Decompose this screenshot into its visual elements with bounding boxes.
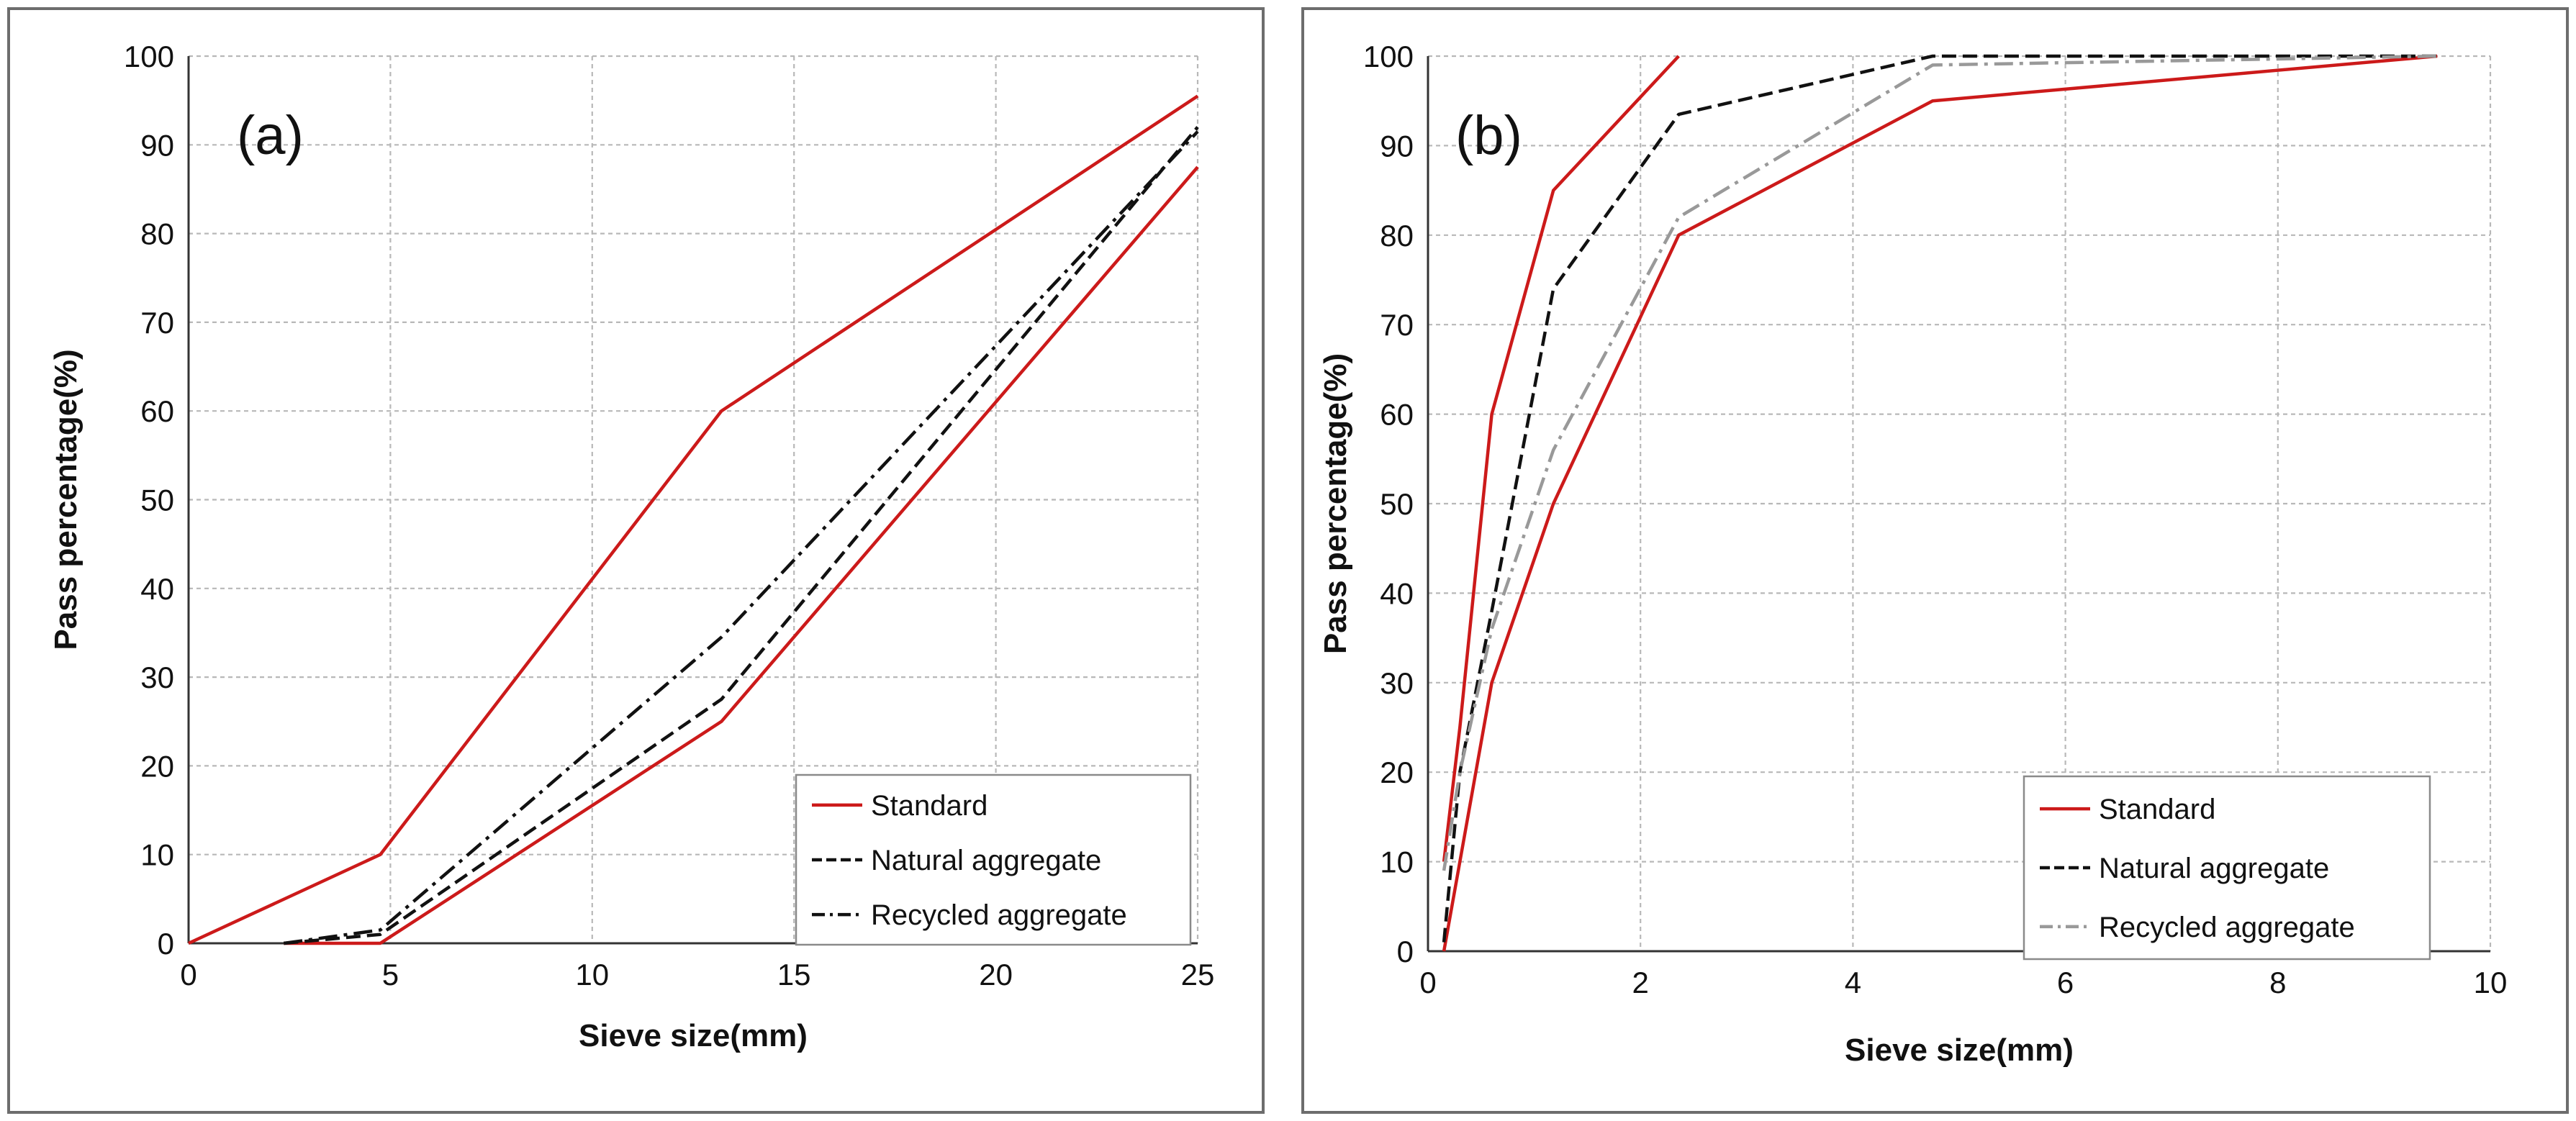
chart-panel-a: 0 5 10 15 20 25 0 10 20 30 40 50 60 70 80 90 100 Sieve si…: [7, 7, 1265, 1114]
y-tick-label-b: 90: [1380, 129, 1414, 163]
y-tick-label-a: 30: [140, 661, 174, 694]
x-tick-label-b: 2: [1632, 966, 1649, 999]
panel-label-b: (b): [1455, 105, 1522, 166]
legend-label-a: Standard: [871, 790, 988, 822]
y-tick-label-b: 50: [1380, 487, 1414, 521]
x-tick-label-a: 5: [382, 958, 399, 991]
y-tick-label-b: 70: [1380, 308, 1414, 342]
series-line-natural-aggregate-b: [1442, 54, 2438, 943]
chart-panel-b: 0 2 4 6 8 10 0 10 20 30 40 50 60 70 80 90 100 Sieve size(…: [1301, 7, 2569, 1114]
y-axis-title-a: Pass percentage(%): [48, 349, 83, 650]
x-tick-label-a: 25: [1181, 958, 1215, 991]
y-tick-label-a: 40: [140, 572, 174, 606]
legend-label-a: Natural aggregate: [871, 845, 1101, 876]
x-tick-label-a: 0: [180, 958, 196, 991]
series-line-standard-lower-b: [1442, 54, 2438, 952]
y-tick-label-a: 90: [140, 128, 174, 162]
x-tick-label-b: 4: [1845, 966, 1861, 999]
y-tick-label-a: 50: [140, 484, 174, 517]
series-line-recycled-aggregate-a: [283, 130, 1199, 945]
y-tick-label-a: 10: [140, 838, 174, 872]
x-tick-label-a: 15: [777, 958, 811, 991]
series-line-natural-aggregate-a: [284, 126, 1199, 945]
x-tick-label-b: 0: [1419, 966, 1436, 999]
y-tick-label-a: 0: [158, 927, 174, 961]
y-tick-label-b: 40: [1380, 576, 1414, 610]
series-line-standard-b: [1442, 55, 1680, 862]
y-tick-label-b: 100: [1363, 40, 1414, 73]
y-tick-label-a: 80: [140, 217, 174, 251]
y-tick-label-a: 70: [140, 306, 174, 340]
y-tick-label-b: 30: [1380, 666, 1414, 700]
x-axis-title-a: Sieve size(mm): [579, 1018, 808, 1053]
x-tick-label-b: 6: [2057, 966, 2074, 999]
y-tick-label-b: 10: [1380, 845, 1414, 879]
series-line-standard-a: [188, 94, 1199, 945]
y-tick-label-b: 80: [1380, 219, 1414, 253]
x-tick-label-a: 20: [979, 958, 1013, 991]
x-tick-label-a: 10: [575, 958, 609, 991]
y-tick-label-b: 60: [1380, 398, 1414, 432]
series-line-standard-lower-a: [284, 165, 1199, 945]
chart-a-svg: 0 5 10 15 20 25 0 10 20 30 40 50 60 70 80 90 100 Sieve si…: [48, 40, 1215, 1053]
series-line-recycled-aggregate-b: [1442, 54, 2438, 871]
y-tick-label-b: 0: [1397, 935, 1414, 968]
y-axis-title-b: Pass percentage(%): [1318, 353, 1353, 654]
y-tick-label-b: 20: [1380, 755, 1414, 789]
legend-label-b: Natural aggregate: [2099, 853, 2329, 884]
panel-label-a: (a): [237, 105, 304, 166]
legend-label-b: Standard: [2099, 794, 2215, 825]
legend-box-b: [2023, 775, 2431, 961]
y-tick-label-a: 60: [140, 394, 174, 428]
x-axis-title-b: Sieve size(mm): [1845, 1032, 2074, 1068]
x-tick-label-b: 10: [2474, 966, 2508, 999]
y-tick-label-a: 100: [124, 40, 174, 73]
legend-label-a: Recycled aggregate: [871, 899, 1127, 931]
x-tick-label-b: 8: [2269, 966, 2286, 999]
y-tick-label-a: 20: [140, 749, 174, 783]
legend-label-b: Recycled aggregate: [2099, 912, 2355, 943]
